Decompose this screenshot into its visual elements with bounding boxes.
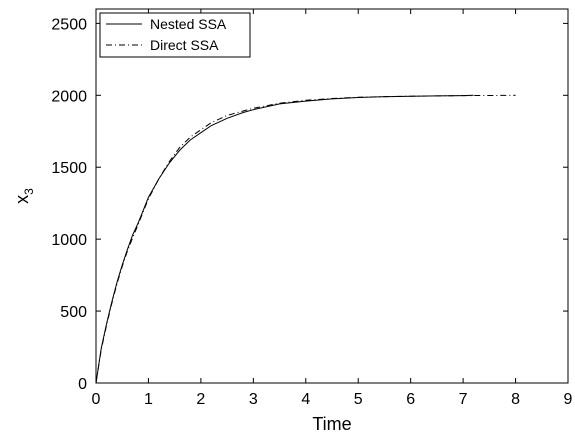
x-tick-label: 1 [144, 391, 153, 408]
y-axis-ticks: 0 500 1000 1500 2000 2500 [51, 16, 568, 393]
y-axis-label-subscript: 3 [22, 188, 36, 195]
y-tick-label: 1500 [51, 160, 87, 177]
y-axis-label: x3 [12, 188, 36, 204]
y-tick-label: 1000 [51, 232, 87, 249]
y-tick-label: 0 [78, 376, 87, 393]
legend-label-direct-ssa: Direct SSA [150, 37, 219, 53]
x-tick-label: 5 [354, 391, 363, 408]
y-tick-label: 500 [60, 304, 87, 321]
y-tick-label: 2000 [51, 88, 87, 105]
x-tick-label: 2 [196, 391, 205, 408]
x-axis-label: Time [312, 414, 351, 434]
legend: Nested SSA Direct SSA [99, 12, 251, 58]
x-axis-ticks: 0 1 2 3 4 5 6 7 8 9 [92, 9, 573, 408]
series-line-direct-ssa [95, 94, 516, 384]
legend-box [99, 12, 251, 58]
y-tick-label: 2500 [51, 16, 87, 33]
x-tick-label: 8 [511, 391, 520, 408]
series-layer [95, 94, 516, 384]
x-tick-label: 0 [92, 391, 101, 408]
y-axis-label-main: x [12, 195, 32, 204]
x-tick-label: 9 [564, 391, 573, 408]
x-tick-label: 3 [249, 391, 258, 408]
x-tick-label: 7 [459, 391, 468, 408]
x-tick-label: 6 [406, 391, 415, 408]
plot-area [95, 8, 569, 384]
legend-label-nested-ssa: Nested SSA [150, 16, 227, 32]
x-tick-label: 4 [301, 391, 310, 408]
